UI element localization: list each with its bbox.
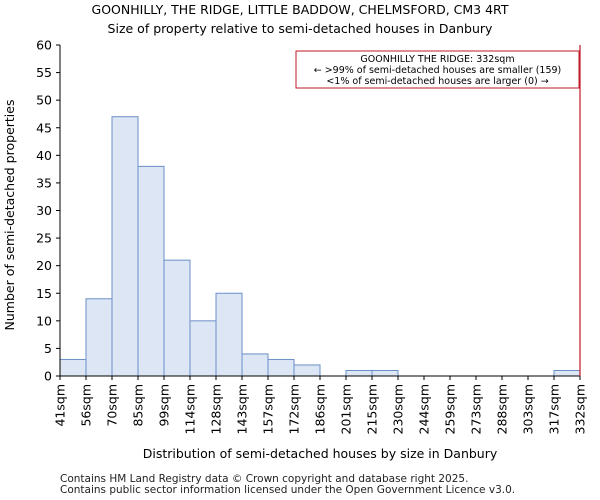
- x-tick-label: 114sqm: [183, 384, 198, 434]
- y-tick-label: 20: [36, 258, 52, 273]
- x-tick-label: 143sqm: [235, 384, 250, 434]
- x-tick-label: 85sqm: [131, 384, 146, 427]
- y-tick-label: 5: [44, 341, 52, 356]
- y-tick-label: 45: [36, 120, 52, 135]
- annotation-line: <1% of semi-detached houses are larger (…: [326, 76, 548, 87]
- x-tick-label: 172sqm: [287, 384, 302, 434]
- x-tick-label: 332sqm: [573, 384, 588, 434]
- histogram-bar: [241, 353, 269, 377]
- x-tick-label: 317sqm: [547, 384, 562, 434]
- histogram-bar: [553, 369, 581, 377]
- histogram-bar: [137, 165, 165, 377]
- x-tick-label: 128sqm: [209, 384, 224, 434]
- histogram-bar: [371, 369, 399, 377]
- y-tick-label: 40: [36, 148, 52, 163]
- histogram-bar: [111, 116, 139, 377]
- x-tick-label: 157sqm: [261, 384, 276, 434]
- histogram-bar: [293, 364, 321, 377]
- x-tick-label: 41sqm: [53, 384, 68, 427]
- histogram-bar: [345, 369, 373, 377]
- histogram-bar: [267, 358, 295, 377]
- x-tick-label: 56sqm: [79, 384, 94, 427]
- histogram-bar: [85, 298, 113, 377]
- chart-subtitle: Size of property relative to semi-detach…: [107, 21, 493, 36]
- x-tick-label: 215sqm: [365, 384, 380, 434]
- x-tick-label: 70sqm: [105, 384, 120, 427]
- y-axis-label: Number of semi-detached properties: [2, 100, 17, 331]
- y-tick-label: 0: [44, 369, 52, 384]
- footer-copyright: Contains HM Land Registry data © Crown c…: [60, 473, 469, 485]
- annotation-box: [295, 50, 580, 89]
- x-tick-label: 186sqm: [313, 384, 328, 434]
- x-tick-label: 259sqm: [443, 384, 458, 434]
- x-tick-label: 99sqm: [157, 384, 172, 427]
- histogram-chart: 0 5 10 15 20 25 30 35 40 45 50 55 60 41sqm 56sqm 70sqm…: [2, 38, 588, 462]
- y-tick-label: 50: [36, 93, 52, 108]
- y-tick-label: 55: [36, 65, 52, 80]
- footer-licence: Contains public sector information licen…: [60, 484, 516, 496]
- x-tick-label: 303sqm: [521, 384, 536, 434]
- chart-title: GOONHILLY, THE RIDGE, LITTLE BADDOW, CHE…: [91, 2, 509, 17]
- x-tick-label: 288sqm: [495, 384, 510, 434]
- histogram-bar: [163, 259, 191, 377]
- histogram-bar: [59, 358, 87, 377]
- annotation-line: GOONHILLY THE RIDGE: 332sqm: [360, 54, 514, 65]
- x-tick-label: 273sqm: [469, 384, 484, 434]
- y-tick-label: 25: [36, 231, 52, 246]
- y-tick-label: 60: [36, 38, 52, 53]
- y-tick-label: 30: [36, 203, 52, 218]
- x-tick-label: 244sqm: [417, 384, 432, 434]
- annotation-line: ← >99% of semi-detached houses are small…: [314, 65, 562, 76]
- x-tick-label: 201sqm: [339, 384, 354, 434]
- x-axis-label: Distribution of semi-detached houses by …: [143, 446, 498, 461]
- y-tick-label: 35: [36, 175, 52, 190]
- y-tick-label: 15: [36, 286, 52, 301]
- y-tick-label: 10: [36, 313, 52, 328]
- histogram-bar: [215, 292, 243, 377]
- histogram-bar: [189, 320, 217, 377]
- x-tick-label: 230sqm: [391, 384, 406, 434]
